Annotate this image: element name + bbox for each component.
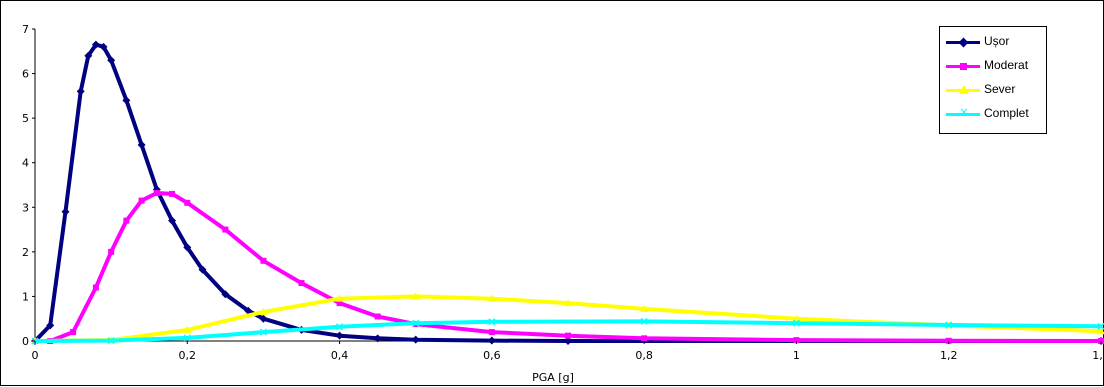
series-line	[35, 191, 1102, 343]
x-tick-label: 1,4	[1092, 349, 1104, 362]
data-point	[92, 284, 99, 291]
data-point	[76, 87, 85, 96]
data-point	[46, 321, 55, 330]
data-point	[298, 280, 305, 287]
data-point	[640, 317, 648, 325]
data-point	[487, 336, 496, 345]
data-point	[91, 40, 100, 49]
data-point	[183, 325, 192, 333]
data-point	[137, 140, 146, 149]
data-point	[169, 190, 176, 197]
y-tick-label: 6	[22, 68, 29, 81]
data-point	[260, 257, 267, 264]
x-tick-label: 1	[793, 349, 800, 362]
data-point	[793, 337, 800, 344]
data-point	[487, 294, 496, 302]
data-point	[108, 248, 115, 255]
data-point	[107, 56, 116, 65]
legend-entry-moderat: Moderat	[940, 55, 1046, 77]
data-point	[335, 331, 344, 340]
legend-label: Moderat	[984, 58, 1029, 72]
data-point	[107, 337, 115, 345]
x-marker-icon: ×	[959, 105, 970, 119]
y-tick-label: 1	[22, 290, 29, 303]
data-point	[640, 304, 649, 312]
series-0	[31, 40, 1104, 345]
data-point	[945, 321, 953, 329]
y-tick-label: 5	[22, 112, 29, 125]
y-tick-label: 4	[22, 157, 29, 170]
data-point	[222, 226, 229, 233]
data-point	[70, 329, 77, 336]
data-point	[84, 51, 93, 60]
x-tick-label: 0,8	[635, 349, 653, 362]
data-point	[259, 308, 268, 316]
x-tick-label: 1,2	[940, 349, 958, 362]
legend-entry-usor: Ușor	[940, 31, 1046, 53]
data-point	[183, 243, 192, 252]
x-tick-label: 0,2	[179, 349, 197, 362]
data-point	[138, 197, 145, 204]
data-point	[564, 299, 572, 307]
data-point	[198, 265, 207, 274]
y-tick-label: 3	[22, 201, 29, 214]
data-point	[488, 318, 496, 326]
data-point	[335, 294, 344, 302]
data-point	[259, 328, 267, 336]
data-point	[183, 334, 191, 342]
data-point	[792, 314, 801, 322]
data-point	[488, 329, 495, 336]
y-tick-label: 7	[22, 23, 29, 36]
series-line	[34, 294, 1102, 343]
triangle-marker-icon	[959, 85, 969, 94]
data-point	[641, 335, 648, 342]
y-tick-label: 0	[22, 335, 29, 348]
data-point	[184, 199, 191, 206]
data-point	[564, 337, 572, 345]
data-point	[99, 42, 108, 51]
data-point	[336, 300, 343, 307]
legend-line-icon	[946, 113, 980, 116]
data-point	[244, 306, 253, 315]
data-point	[123, 217, 130, 224]
data-point	[61, 207, 70, 216]
series-1	[32, 190, 1104, 344]
data-point	[565, 332, 571, 339]
series-3	[31, 317, 1104, 345]
data-point	[411, 335, 420, 344]
square-marker-icon	[960, 63, 967, 70]
x-axis-title: PGA [g]	[532, 371, 574, 384]
data-point	[259, 314, 268, 323]
data-point	[374, 313, 381, 320]
chart-legend: Ușor Moderat Sever × Complet	[939, 26, 1047, 134]
data-point	[153, 190, 160, 197]
x-tick-label: 0,6	[483, 349, 501, 362]
data-point	[945, 337, 952, 344]
data-point	[168, 216, 177, 225]
y-tick-label: 2	[22, 246, 29, 259]
data-point	[373, 334, 382, 343]
legend-entry-sever: Sever	[940, 79, 1046, 101]
data-point	[411, 292, 420, 300]
data-point	[1097, 322, 1104, 330]
data-point	[122, 96, 131, 105]
x-tick-label: 0	[32, 349, 39, 362]
legend-entry-complet: × Complet	[940, 103, 1046, 125]
legend-label: Complet	[984, 106, 1029, 120]
data-point	[412, 319, 420, 327]
data-point	[1097, 327, 1104, 335]
diamond-marker-icon	[958, 37, 969, 48]
legend-label: Sever	[984, 82, 1016, 96]
x-tick-label: 0,4	[331, 349, 349, 362]
data-point	[336, 323, 344, 331]
data-point	[792, 319, 800, 327]
legend-label: Ușor	[984, 34, 1010, 48]
series-line	[33, 42, 1101, 343]
data-point	[221, 290, 230, 299]
